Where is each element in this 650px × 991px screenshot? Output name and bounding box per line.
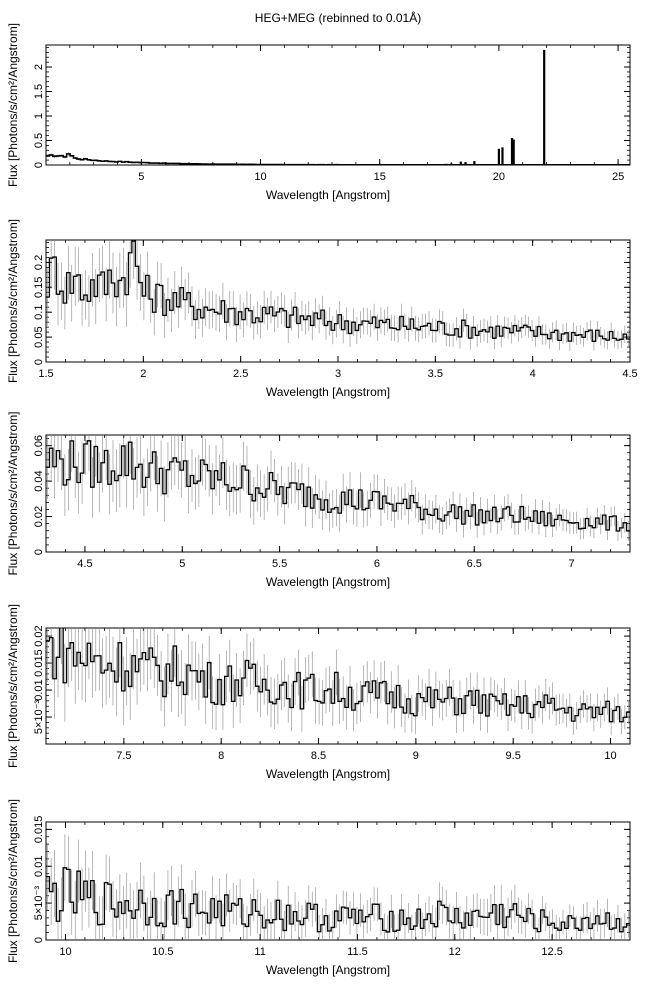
x-tick-label: 10.5 [152, 946, 173, 958]
x-axis-label: Wavelength [Angstrom] [266, 767, 390, 781]
x-axis-label: Wavelength [Angstrom] [266, 963, 390, 977]
y-tick-label: 0.04 [33, 470, 45, 491]
plot-frame [45, 44, 631, 166]
spectrum-series [46, 440, 630, 532]
x-tick-label: 7 [569, 558, 575, 570]
x-tick-label: 4.5 [622, 368, 637, 380]
y-tick-label: 2 [33, 64, 45, 70]
x-tick-label: 2 [140, 368, 146, 380]
y-tick-label: 0.02 [33, 506, 45, 527]
y-tick-label: 0.1 [33, 305, 45, 320]
y-tick-label: 0 [33, 359, 45, 365]
y-tick-label: 0.02 [33, 625, 45, 646]
x-tick-label: 10 [254, 171, 266, 183]
panel-1: 5 10 15 20 25 0 0.5 1 1.5 2 Wavelength [Angstrom] F… [6, 23, 631, 202]
y-tick-label: 5×10⁻³ [33, 886, 45, 921]
x-tick-label: 4.5 [77, 558, 92, 570]
y-axis-label: Flux [Photons/s/cm²/Angstrom] [6, 411, 20, 575]
data-area [46, 435, 630, 541]
y-tick-label: 1.5 [33, 84, 45, 99]
spectrum-series [46, 867, 630, 933]
x-tick-label: 8 [218, 750, 224, 762]
x-tick-label: 8.5 [311, 750, 326, 762]
y-tick-label: 5×10⁻³ [33, 700, 45, 735]
x-tick-label: 3 [335, 368, 341, 380]
data-area [46, 240, 630, 351]
figure-title: HEG+MEG (rebinned to 0.01Å) [255, 10, 421, 25]
y-tick-label: 0.015 [33, 649, 45, 677]
x-tick-label: 10 [604, 750, 616, 762]
y-axis-label: Flux [Photons/s/cm²/Angstrom] [6, 799, 20, 963]
x-tick-label: 9.5 [506, 750, 521, 762]
x-tick-label: 6 [374, 558, 380, 570]
spectrum-series [46, 240, 630, 342]
x-tick-label: 9 [413, 750, 419, 762]
spectrum-series [46, 153, 630, 165]
y-tick-label: 0 [33, 937, 45, 943]
y-tick-label: 0.01 [33, 856, 45, 877]
x-tick-label: 5 [179, 558, 185, 570]
y-tick-label: 0.2 [33, 255, 45, 270]
panel-3: 4.5 5 5.5 6 6.5 7 0 0.02 0.04 0.06 Wavelength [Ang… [6, 411, 631, 589]
x-tick-label: 5 [138, 171, 144, 183]
panel-4: 7.5 8 8.5 9 9.5 10 5×10⁻³0.01 0.015 0.02 Waveleng… [6, 604, 631, 781]
x-tick-label: 12.5 [541, 946, 562, 958]
panel-5: 10 10.5 11 11.5 12 12.5 0 5×10⁻³ 0.01 0.015 Wavele… [6, 799, 631, 977]
x-axis-label: Wavelength [Angstrom] [266, 575, 390, 589]
x-tick-label: 25 [612, 171, 624, 183]
panel-2: 1.5 2 2.5 3 3.5 4 4.5 0 0.05 0.1 0.15 0.2 Wavelength… [6, 219, 638, 399]
x-tick-label: 7.5 [116, 750, 131, 762]
y-axis-label: Flux [Photons/s/cm²/Angstrom] [6, 604, 20, 768]
y-tick-label: 0.5 [33, 133, 45, 148]
x-tick-label: 2.5 [233, 368, 248, 380]
data-area [46, 834, 630, 940]
y-axis-label: Flux [Photons/s/cm²/Angstrom] [6, 219, 20, 383]
x-tick-label: 12 [449, 946, 461, 958]
y-tick-label: 0.05 [33, 326, 45, 347]
x-tick-label: 15 [374, 171, 386, 183]
spectrum-series [46, 628, 630, 723]
y-tick-label: 1 [33, 113, 45, 119]
y-tick-label: 0 [33, 162, 45, 168]
x-tick-label: 11.5 [347, 946, 368, 958]
x-tick-label: 10 [59, 946, 71, 958]
y-tick-label: 0.015 [33, 816, 45, 844]
x-tick-label: 4 [530, 368, 536, 380]
x-axis-label: Wavelength [Angstrom] [266, 188, 390, 202]
x-axis-label: Wavelength [Angstrom] [266, 385, 390, 399]
y-tick-label: 0 [33, 549, 45, 555]
data-area [46, 49, 630, 165]
x-tick-label: 20 [493, 171, 505, 183]
y-tick-label: 0.06 [33, 435, 45, 456]
x-tick-label: 5.5 [272, 558, 287, 570]
x-tick-label: 3.5 [428, 368, 443, 380]
x-tick-label: 1.5 [38, 368, 53, 380]
y-tick-label: 0.15 [33, 277, 45, 298]
data-area [46, 628, 630, 736]
y-tick-label: 0.01 [33, 679, 45, 700]
x-tick-label: 6.5 [467, 558, 482, 570]
y-axis-label: Flux [Photons/s/cm²/Angstrom] [6, 23, 20, 187]
x-tick-label: 11 [254, 946, 265, 958]
